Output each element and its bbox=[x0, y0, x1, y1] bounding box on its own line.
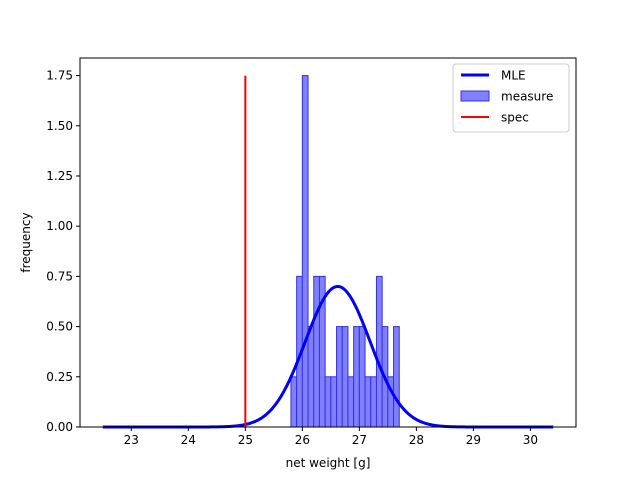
legend-label: spec bbox=[501, 111, 529, 125]
y-axis: 0.00 0.25 0.50 0.75 1.00 1.25 1.50 1.75 bbox=[46, 69, 80, 434]
y-tick-label: 0.50 bbox=[46, 320, 73, 334]
y-tick-label: 1.25 bbox=[46, 169, 73, 183]
x-tick-label: 23 bbox=[124, 433, 139, 447]
x-tick-label: 24 bbox=[181, 433, 196, 447]
histogram-bar bbox=[301, 75, 309, 428]
histogram-bar bbox=[313, 275, 320, 428]
histogram-bar bbox=[358, 326, 366, 428]
y-axis-label: frequency bbox=[19, 212, 33, 272]
histogram-bar bbox=[364, 376, 372, 428]
y-tick-label: 0.00 bbox=[46, 420, 73, 434]
x-tick-label: 29 bbox=[466, 433, 481, 447]
x-tick-label: 25 bbox=[238, 433, 253, 447]
y-tick-label: 1.50 bbox=[46, 119, 73, 133]
legend-swatch-measure bbox=[460, 90, 490, 102]
legend-label: measure bbox=[501, 90, 553, 104]
x-axis-label: net weight [g] bbox=[286, 456, 371, 470]
x-tick-label: 27 bbox=[352, 433, 367, 447]
legend-label: MLE bbox=[501, 69, 526, 83]
histogram-bar bbox=[290, 376, 298, 428]
x-axis: 23 24 25 26 27 28 29 30 bbox=[124, 427, 538, 447]
legend: MLE measure spec bbox=[452, 63, 570, 133]
axes-frame bbox=[79, 57, 577, 428]
histogram-bar bbox=[347, 376, 355, 428]
x-tick-label: 26 bbox=[295, 433, 310, 447]
y-tick-label: 1.75 bbox=[46, 69, 73, 83]
histogram-bar bbox=[375, 275, 383, 428]
histogram-bar bbox=[341, 326, 349, 428]
y-tick-label: 0.25 bbox=[46, 370, 73, 384]
legend-box bbox=[452, 63, 570, 133]
histogram-bar bbox=[324, 376, 332, 428]
y-tick-label: 1.00 bbox=[46, 219, 73, 233]
histogram-bar bbox=[353, 326, 360, 428]
y-tick-label: 0.75 bbox=[46, 269, 73, 283]
histogram-bar bbox=[370, 376, 377, 428]
x-tick-label: 28 bbox=[409, 433, 424, 447]
x-tick-label: 30 bbox=[523, 433, 538, 447]
histogram-bar bbox=[336, 326, 343, 428]
histogram-bar bbox=[393, 326, 400, 428]
histogram-bar bbox=[307, 326, 315, 428]
histogram-bar bbox=[330, 376, 338, 428]
